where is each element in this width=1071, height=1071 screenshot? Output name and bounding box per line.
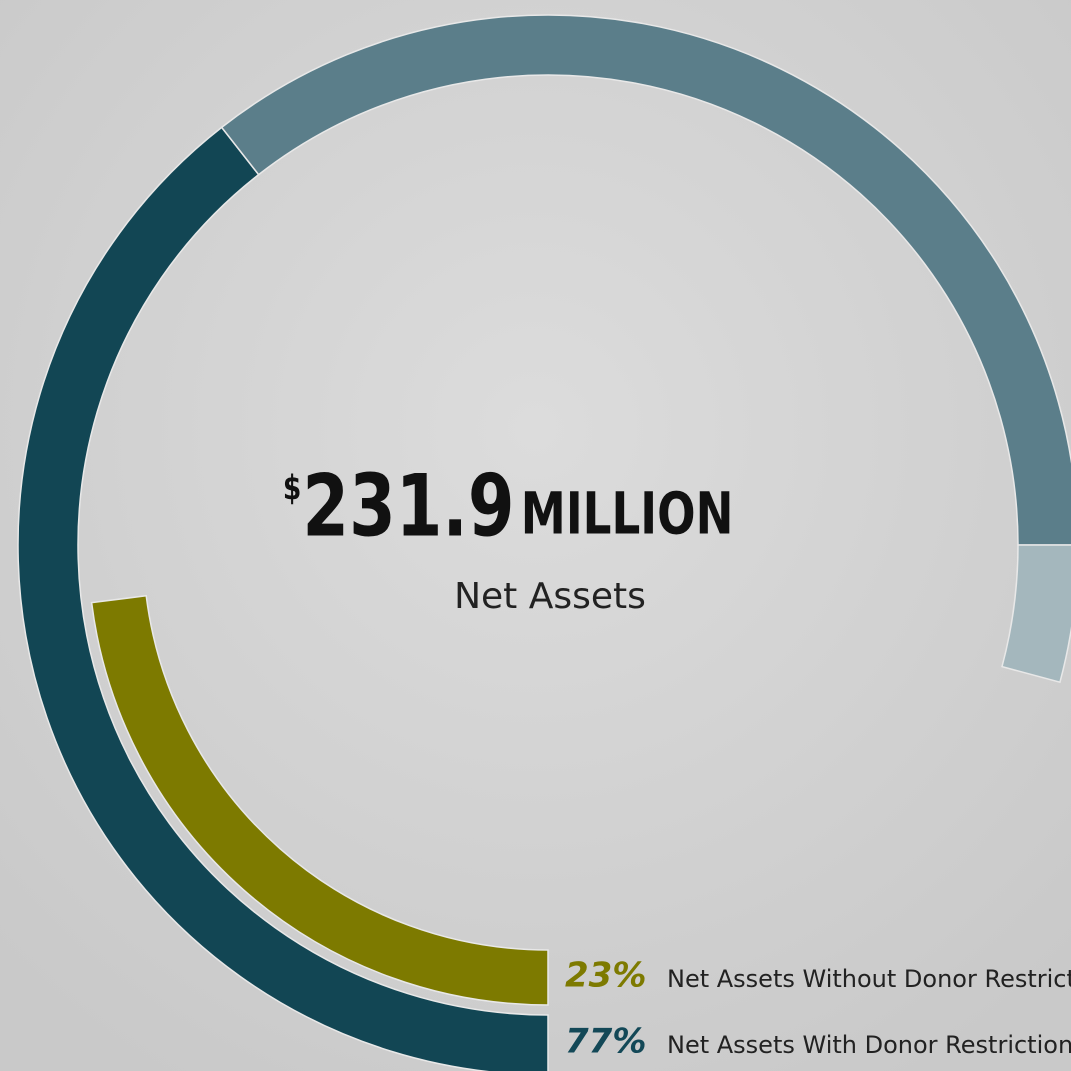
legend-label: Net Assets Without Donor Restrictions [667, 965, 1071, 993]
headline-label: Net Assets [454, 576, 646, 617]
legend-value: 23% [565, 956, 646, 996]
currency-symbol: $ [283, 469, 301, 508]
ring-segment [1001, 544, 1071, 684]
decorative-ring [17, 14, 1071, 1071]
donut-arc [90, 594, 549, 1006]
headline: $ 231.9 MILLION [283, 456, 734, 556]
legend-value: 77% [565, 1022, 646, 1062]
ring-segment [17, 126, 549, 1071]
headline-unit: MILLION [521, 481, 734, 548]
legend: 23% Net Assets Without Donor Restrictions… [565, 956, 1071, 1062]
ring-segment [220, 14, 1071, 546]
chart-marks [90, 594, 549, 1006]
legend-label: Net Assets With Donor Restrictions [667, 1031, 1071, 1059]
headline-amount: 231.9 [302, 456, 514, 556]
